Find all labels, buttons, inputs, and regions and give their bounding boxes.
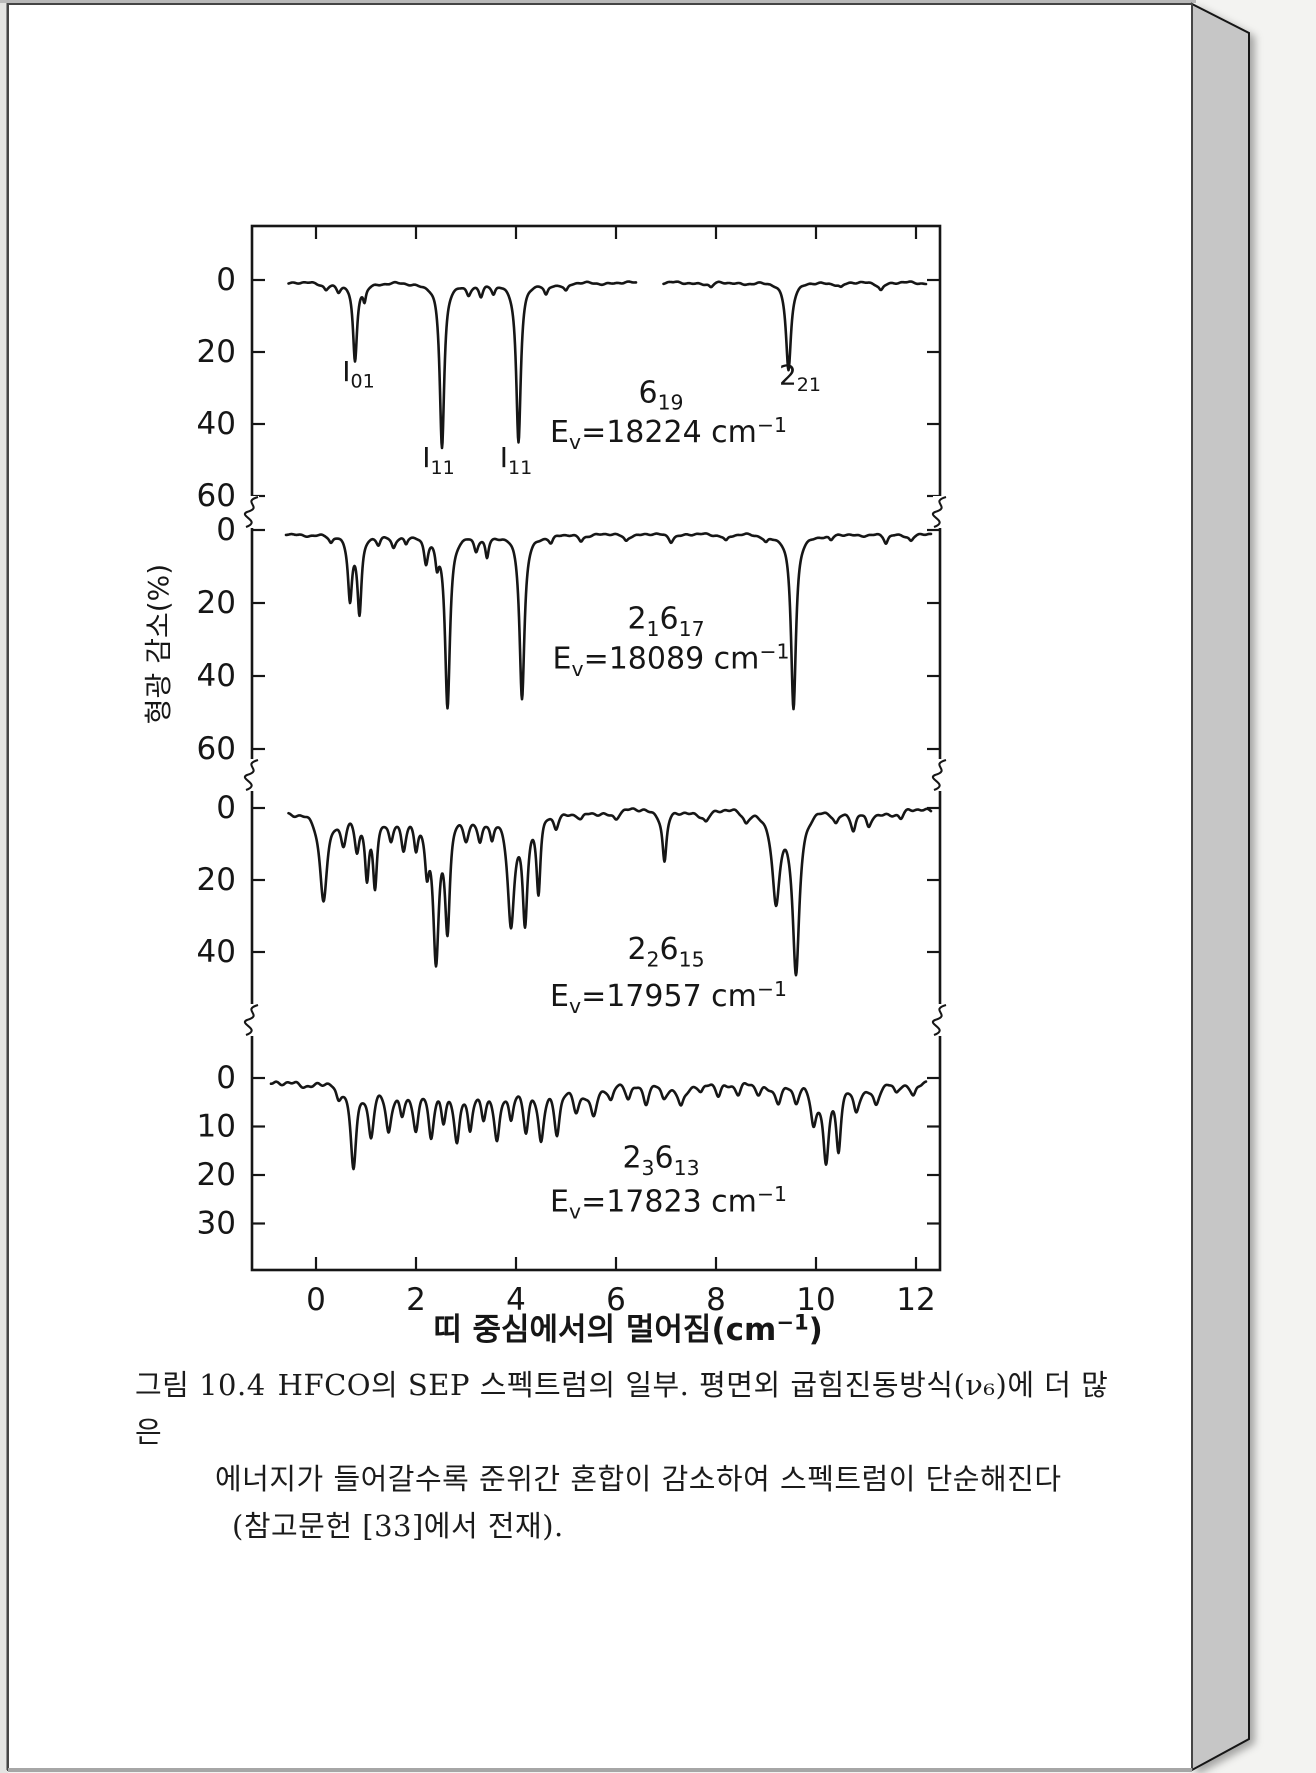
y-tick-label: 60	[197, 731, 236, 767]
axis-break-squiggle	[243, 495, 259, 528]
peak-label: I11	[500, 441, 532, 479]
axis-break-squiggle	[243, 758, 259, 791]
vibrational-state-label: 23613	[622, 1141, 699, 1180]
vibrational-state-label: 619	[638, 375, 683, 414]
axis-break-mask	[245, 496, 259, 528]
y-tick-label: 20	[197, 1157, 236, 1193]
band-energy-label: Ev=18089 cm−1	[553, 640, 790, 681]
y-tick-label: 10	[197, 1109, 236, 1145]
band-energy-label: Ev=17823 cm−1	[550, 1182, 787, 1223]
spectrum-trace-2	[284, 532, 933, 711]
y-tick-label: 20	[197, 585, 236, 621]
y-tick-label: 0	[216, 790, 236, 826]
y-tick-label: 30	[197, 1206, 236, 1242]
spectrum-panel-3: 0 20 40 22615 Ev=17957 cm−1	[197, 790, 940, 1018]
axis-break-squiggle	[931, 1003, 947, 1036]
axis-break-mask	[933, 1004, 947, 1036]
x-tick-label: 10	[796, 1282, 835, 1318]
page-bottom-shadow	[8, 1768, 1192, 1772]
peak-label: 221	[779, 358, 821, 396]
spectrum-trace-1	[662, 280, 928, 372]
caption-line-3: (참고문헌 [33]에서 전재).	[232, 1509, 564, 1543]
axis-break-squiggle	[243, 1003, 259, 1036]
x-tick-label: 8	[706, 1282, 726, 1318]
x-tick-label: 4	[506, 1282, 526, 1318]
axis-break-mask	[245, 759, 259, 791]
sep-spectra-figure: 0 2 4 6 8 10 12 띠 중심에서의 멀어짐(cm−1) 형광 감소(%) 0 20 40 6…	[142, 224, 947, 1348]
y-tick-label: 0	[216, 1060, 236, 1096]
y-tick-label: 0	[216, 262, 236, 298]
axis-break-mask	[933, 759, 947, 791]
paper-sheet	[7, 3, 1193, 1771]
caption-line-2: 에너지가 들어갈수록 준위간 혼합이 감소하여 스펙트럼이 단순해진다	[215, 1462, 1062, 1496]
y-tick-label: 20	[197, 862, 236, 898]
caption-line-1: 그림 10.4 HFCO의 SEP 스펙트럼의 일부. 평면외 굽힘진동방식(ν₆…	[135, 1362, 1125, 1456]
y-tick-label: 40	[197, 406, 236, 442]
peak-label: I11	[422, 441, 454, 479]
vibrational-state-label: 21617	[627, 602, 704, 641]
axis-break-squiggle	[931, 758, 947, 791]
x-axis-title: 띠 중심에서의 멀어짐(cm−1)	[433, 1309, 823, 1348]
spectrum-trace-4	[269, 1080, 928, 1171]
y-tick-label: 0	[216, 512, 236, 548]
figure-number: 그림 10.4	[135, 1368, 266, 1402]
y-tick-label: 40	[197, 934, 236, 970]
spectrum-trace-1	[287, 280, 638, 450]
x-axis: 0 2 4 6 8 10 12 띠 중심에서의 멀어짐(cm−1)	[306, 226, 936, 1348]
peak-label: I01	[342, 355, 374, 393]
axis-break-mask	[245, 1004, 259, 1036]
x-tick-label: 6	[606, 1282, 626, 1318]
x-tick-label: 0	[306, 1282, 326, 1318]
figure-caption: 그림 10.4 HFCO의 SEP 스펙트럼의 일부. 평면외 굽힘진동방식(ν₆…	[135, 1362, 1125, 1550]
band-energy-label: Ev=18224 cm−1	[550, 413, 787, 454]
x-tick-label: 2	[406, 1282, 426, 1318]
vibrational-state-label: 22615	[627, 932, 704, 971]
axis-break-mask	[933, 496, 947, 528]
plot-area: 0 2 4 6 8 10 12 띠 중심에서의 멀어짐(cm−1) 형광 감소(%) 0 20 40 6…	[142, 224, 947, 1348]
caption-text-1: HFCO의 SEP 스펙트럼의 일부. 평면외 굽힘진동방식(ν₆)에 더 많은	[135, 1368, 1109, 1449]
page-top-edge-line	[0, 0, 1196, 3]
x-tick-label: 12	[896, 1282, 935, 1318]
page-left-margin-strip	[0, 0, 8, 1773]
y-tick-label: 60	[197, 478, 236, 514]
y-tick-label: 20	[197, 334, 236, 370]
axis-break-squiggle	[931, 495, 947, 528]
y-tick-label: 40	[197, 658, 236, 694]
band-energy-label: Ev=17957 cm−1	[550, 977, 787, 1018]
book-page-thickness-edge	[1191, 2, 1250, 1772]
y-axis-title: 형광 감소(%)	[142, 564, 175, 724]
spectrum-trace-3	[287, 807, 933, 977]
